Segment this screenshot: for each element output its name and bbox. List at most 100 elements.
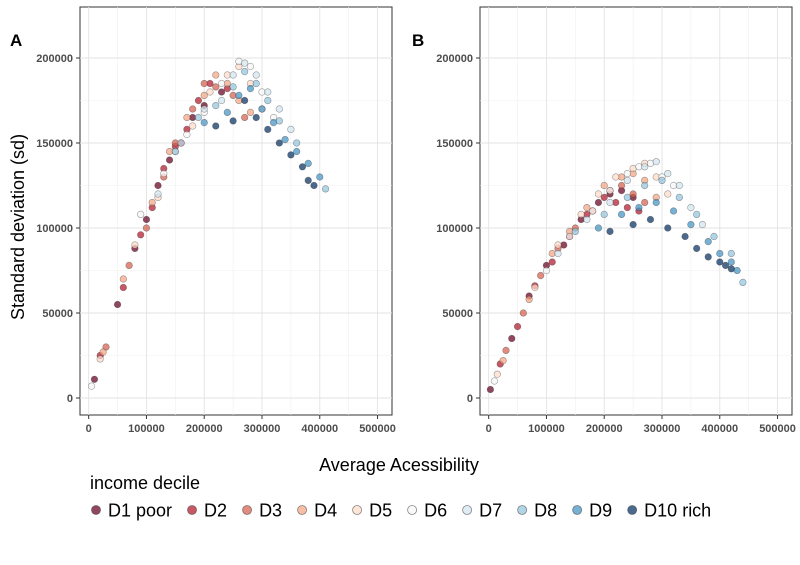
point-b-series-4	[531, 283, 539, 292]
x-tick-label: 0	[486, 423, 492, 435]
point-a-series-6	[177, 139, 185, 147]
legend-item-7: D8	[517, 501, 557, 521]
point-b-series-4	[664, 190, 672, 198]
point-b-series-2	[617, 181, 626, 190]
point-a-series-0	[165, 156, 174, 164]
point-a-series-2	[200, 79, 208, 88]
legend-items: D1 poor D2 D3 D4 D5 D6 D7 D8 D9 D10 rich	[91, 501, 711, 521]
point-a-series-9	[304, 176, 312, 184]
point-a-series-6	[200, 105, 208, 113]
legend-swatch	[572, 505, 583, 515]
y-tick-label: 100000	[36, 223, 73, 235]
point-a-series-8	[258, 105, 266, 113]
point-a-series-9	[252, 113, 260, 122]
panel-b-grid	[480, 7, 792, 415]
point-b-series-5	[490, 377, 499, 385]
legend-item-1: D2	[187, 501, 227, 521]
y-tick-label: 200000	[436, 53, 473, 65]
point-b-series-8	[652, 198, 660, 207]
point-b-series-6	[652, 158, 660, 166]
point-a-series-8	[200, 118, 208, 127]
legend-swatch	[462, 505, 473, 515]
panel-b-tag: B	[412, 31, 424, 50]
point-b-series-3	[499, 357, 507, 365]
point-a-series-2	[142, 224, 151, 232]
point-b-series-2	[502, 346, 510, 355]
legend-label: D9	[589, 501, 612, 521]
x-tick-label: 0	[86, 423, 92, 435]
point-a-series-8	[304, 159, 312, 167]
point-b-series-7	[571, 227, 579, 235]
legend-label: D10 rich	[644, 501, 711, 521]
x-tick-label: 500000	[359, 423, 396, 435]
legend-label: D1 poor	[108, 501, 172, 521]
point-a-series-6	[241, 59, 249, 67]
point-a-series-3	[183, 113, 191, 122]
point-b-series-8	[716, 249, 724, 258]
legend-label: D4	[314, 501, 337, 521]
y-tick-label: 50000	[442, 308, 473, 320]
point-a-series-8	[281, 136, 289, 144]
point-a-series-5	[87, 382, 96, 390]
point-b-series-1	[623, 204, 631, 212]
point-a-series-7	[293, 139, 301, 147]
point-b-series-5	[623, 170, 631, 178]
point-a-series-0	[154, 181, 162, 190]
point-b-series-6	[664, 170, 672, 178]
legend-swatch	[407, 505, 418, 515]
legend-swatch	[297, 505, 307, 515]
point-b-series-3	[583, 204, 591, 212]
point-a-series-7	[171, 147, 179, 156]
point-a-series-6	[275, 105, 283, 113]
point-a-series-9	[310, 181, 318, 190]
legend-item-5: D6	[407, 501, 447, 521]
panel-a-points	[87, 57, 330, 390]
y-tick-label: 150000	[36, 138, 73, 150]
point-b-series-2	[641, 198, 649, 207]
y-tick-label: 0	[467, 393, 473, 405]
point-a-series-4	[131, 241, 139, 249]
point-b-series-9	[693, 244, 701, 252]
point-a-series-8	[293, 147, 301, 156]
point-a-series-6	[264, 88, 272, 96]
point-b-series-9	[721, 261, 730, 270]
point-b-series-8	[727, 258, 735, 266]
point-b-series-2	[537, 272, 545, 280]
point-b-series-1	[600, 193, 608, 201]
x-tick-label: 400000	[701, 423, 738, 435]
point-a-series-7	[264, 96, 272, 105]
point-a-series-3	[99, 348, 107, 356]
x-tick-label: 300000	[244, 423, 281, 435]
point-b-series-8	[669, 207, 678, 215]
point-a-series-8	[316, 173, 324, 181]
x-tick-label: 200000	[586, 423, 623, 435]
point-a-series-5	[246, 62, 255, 71]
point-a-series-9	[287, 151, 295, 159]
legend-swatch	[352, 505, 362, 515]
point-b-series-4	[594, 190, 603, 198]
point-a-series-5	[183, 130, 191, 139]
y-tick-label: 100000	[436, 223, 473, 235]
point-b-series-2	[629, 190, 637, 198]
point-a-series-5	[160, 170, 168, 178]
point-b-series-6	[554, 249, 562, 258]
point-a-series-9	[229, 117, 237, 125]
point-a-series-5	[217, 79, 226, 88]
panel-a-grid	[80, 7, 392, 415]
legend-label: D7	[479, 501, 502, 521]
point-a-series-6	[217, 96, 226, 105]
legend-title: income decile	[90, 473, 200, 493]
point-b-series-9	[646, 215, 655, 224]
point-b-series-4	[554, 241, 562, 249]
point-b-series-9	[681, 232, 689, 241]
point-b-series-5	[565, 232, 574, 241]
point-b-series-6	[606, 198, 614, 207]
point-a-series-0	[113, 300, 122, 309]
legend-swatch	[627, 505, 638, 515]
point-b-series-6	[583, 215, 591, 224]
point-a-series-3	[246, 108, 255, 116]
y-tick-label: 0	[67, 393, 73, 405]
point-a-series-3	[148, 198, 156, 207]
x-tick-label: 400000	[301, 423, 338, 435]
x-tick-label: 500000	[759, 423, 796, 435]
